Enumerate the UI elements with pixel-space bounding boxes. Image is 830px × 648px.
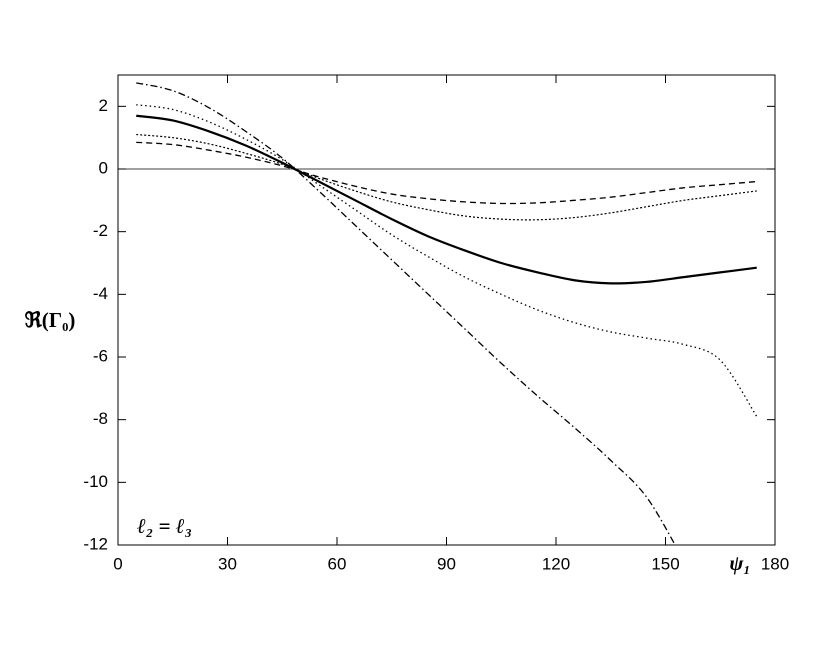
x-tick-label: 30 [218,554,237,573]
x-tick-label: 90 [437,554,456,573]
y-tick-label: -2 [93,221,108,240]
y-tick-label: -8 [93,409,108,428]
y-tick-label: -12 [83,534,108,553]
y-tick-label: -4 [93,284,108,303]
y-tick-label: -10 [83,472,108,491]
x-axis-label: ψ₁ [729,551,750,575]
x-tick-label: 0 [113,554,122,573]
x-tick-label: 180 [761,554,789,573]
y-tick-label: -6 [93,346,108,365]
series-line [136,104,758,417]
annotation: ℓ₂ = ℓ₃ [137,514,192,538]
y-axis-label: ℜ(Γ₀) [25,308,76,332]
y-tick-label: 2 [99,96,108,115]
y-tick-label: 0 [99,158,108,177]
plot-area [118,82,775,545]
series-line [136,141,757,205]
series-line [136,82,676,545]
series-line [136,114,757,285]
series-line [136,133,757,221]
x-tick-label: 150 [651,554,679,573]
x-tick-label: 120 [542,554,570,573]
x-tick-label: 60 [328,554,347,573]
